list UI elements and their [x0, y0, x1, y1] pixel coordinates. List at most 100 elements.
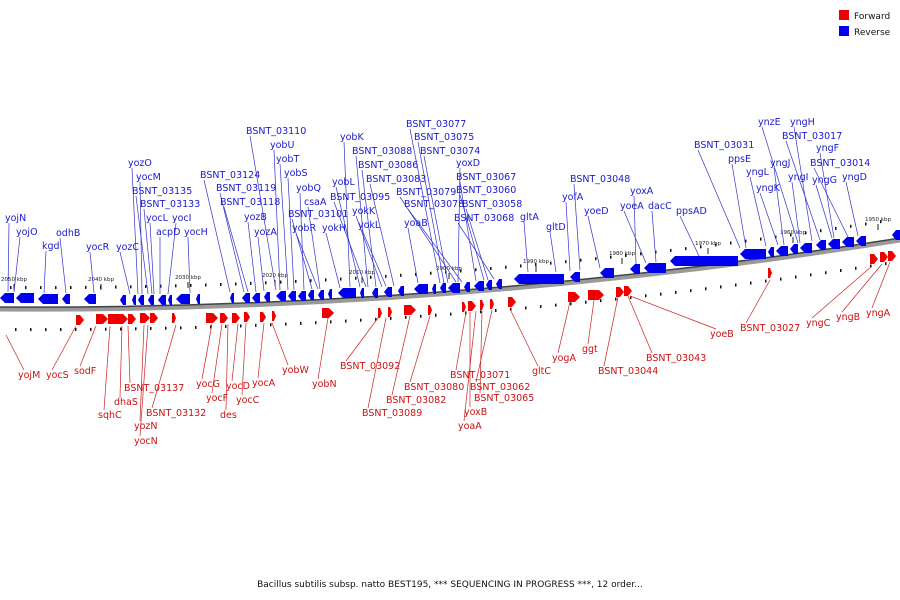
gene-arrow[interactable] — [206, 313, 218, 323]
gene-label-reverse[interactable]: yobL — [332, 177, 355, 188]
gene-label-forward[interactable]: BSNT_03062 — [470, 382, 530, 393]
gene-label-reverse[interactable]: yocM — [136, 172, 161, 183]
gene-label-reverse[interactable]: yozO — [128, 158, 152, 169]
gene-label-forward[interactable]: yngC — [806, 318, 831, 329]
gene-arrow[interactable] — [892, 230, 900, 240]
gene-arrow[interactable] — [272, 311, 276, 321]
gene-label-forward[interactable]: BSNT_03082 — [386, 395, 446, 406]
gene-arrow[interactable] — [404, 305, 416, 315]
gene-arrow[interactable] — [398, 286, 404, 296]
gene-label-reverse[interactable]: yocI — [172, 213, 191, 224]
gene-label-forward[interactable]: BSNT_03080 — [404, 382, 464, 393]
gene-label-forward[interactable]: BSNT_03137 — [124, 383, 184, 394]
gene-label-reverse[interactable]: BSNT_03101 — [288, 209, 348, 220]
gene-label-forward[interactable]: yogA — [552, 353, 576, 364]
gene-label-reverse[interactable]: BSNT_03077 — [406, 119, 466, 130]
gene-label-reverse[interactable]: BSNT_03095 — [330, 192, 390, 203]
gene-label-forward[interactable]: BSNT_03043 — [646, 353, 706, 364]
gene-label-forward[interactable]: yojM — [18, 370, 40, 381]
gene-label-reverse[interactable]: yoeA — [620, 201, 644, 212]
gene-arrow[interactable] — [322, 308, 334, 318]
gene-label-reverse[interactable]: BSNT_03014 — [810, 158, 870, 169]
gene-label-forward[interactable]: yngB — [836, 312, 860, 323]
gene-label-forward[interactable]: yozN — [134, 421, 158, 432]
gene-label-reverse[interactable]: yngD — [842, 172, 867, 183]
gene-label-reverse[interactable]: yoeD — [584, 206, 609, 217]
gene-label-forward[interactable]: yngA — [866, 308, 891, 319]
gene-label-reverse[interactable]: yokH — [322, 223, 346, 234]
gene-arrow[interactable] — [624, 286, 632, 296]
gene-arrow[interactable] — [288, 291, 296, 301]
gene-arrow[interactable] — [338, 288, 356, 298]
gene-label-forward[interactable]: sqhC — [98, 410, 122, 421]
gene-label-forward[interactable]: sodF — [74, 366, 96, 377]
gene-arrow[interactable] — [172, 313, 176, 323]
gene-arrow[interactable] — [600, 268, 614, 278]
gene-label-reverse[interactable]: ppsE — [728, 154, 751, 165]
gene-label-reverse[interactable]: yocH — [184, 227, 208, 238]
gene-arrow[interactable] — [360, 288, 364, 298]
gene-arrow[interactable] — [298, 291, 306, 301]
gene-label-reverse[interactable]: yofA — [562, 192, 584, 203]
gene-label-reverse[interactable]: BSNT_03058 — [462, 199, 522, 210]
gene-label-forward[interactable]: BSNT_03092 — [340, 361, 400, 372]
gene-label-reverse[interactable]: kgd — [42, 241, 60, 252]
gene-arrow[interactable] — [158, 295, 166, 305]
gene-label-reverse[interactable]: csaA — [304, 197, 327, 208]
gene-label-forward[interactable]: yoaA — [458, 421, 482, 432]
gene-label-reverse[interactable]: yoxD — [456, 158, 480, 169]
gene-label-forward[interactable]: yobW — [282, 365, 309, 376]
gene-arrow[interactable] — [108, 314, 128, 324]
gene-arrow[interactable] — [670, 256, 738, 266]
gene-label-reverse[interactable]: yobK — [340, 132, 364, 143]
gene-label-reverse[interactable]: yngI — [788, 172, 808, 183]
gene-label-forward[interactable]: yoxB — [464, 407, 487, 418]
gene-label-reverse[interactable]: BSNT_03067 — [456, 172, 516, 183]
gene-arrow[interactable] — [232, 313, 240, 323]
gene-arrow[interactable] — [62, 294, 70, 304]
gene-label-reverse[interactable]: BSNT_03088 — [352, 146, 412, 157]
gene-label-reverse[interactable]: gltA — [520, 212, 539, 223]
gene-label-reverse[interactable]: yngK — [756, 183, 781, 194]
gene-arrow[interactable] — [328, 289, 332, 299]
gene-label-reverse[interactable]: yojN — [5, 213, 26, 224]
gene-arrow[interactable] — [276, 291, 286, 301]
gene-arrow[interactable] — [588, 290, 604, 300]
gene-label-forward[interactable]: dhaS — [114, 397, 138, 408]
gene-arrow[interactable] — [414, 284, 428, 294]
gene-label-reverse[interactable]: BSNT_03060 — [456, 185, 516, 196]
gene-label-reverse[interactable]: yoxA — [630, 186, 654, 197]
gene-arrow[interactable] — [468, 301, 476, 311]
gene-label-forward[interactable]: yocS — [46, 370, 69, 381]
gene-label-reverse[interactable]: dacC — [648, 201, 672, 212]
gene-label-reverse[interactable]: BSNT_03119 — [216, 183, 276, 194]
gene-label-reverse[interactable]: yokL — [358, 220, 381, 231]
gene-label-reverse[interactable]: odhB — [56, 228, 80, 239]
gene-label-reverse[interactable]: BSNT_03074 — [420, 146, 480, 157]
gene-label-forward[interactable]: yobN — [312, 379, 337, 390]
gene-arrow[interactable] — [870, 254, 878, 264]
gene-arrow[interactable] — [260, 312, 266, 322]
gene-arrow[interactable] — [132, 295, 136, 305]
gene-arrow[interactable] — [264, 292, 270, 302]
gene-arrow[interactable] — [880, 252, 888, 262]
gene-label-reverse[interactable]: yoaB — [404, 218, 428, 229]
gene-label-reverse[interactable]: yngF — [816, 143, 839, 154]
gene-label-reverse[interactable]: BSNT_03078 — [404, 199, 464, 210]
gene-label-forward[interactable]: yocA — [252, 378, 276, 389]
gene-arrow[interactable] — [740, 249, 766, 259]
gene-label-reverse[interactable]: yngH — [790, 117, 815, 128]
gene-arrow[interactable] — [480, 300, 484, 310]
gene-arrow[interactable] — [252, 293, 260, 303]
gene-arrow[interactable] — [220, 313, 228, 323]
gene-arrow[interactable] — [816, 240, 826, 250]
gene-label-reverse[interactable]: acpD — [156, 227, 180, 238]
gene-label-forward[interactable]: BSNT_03071 — [450, 370, 510, 381]
gene-arrow[interactable] — [242, 293, 250, 303]
gene-label-reverse[interactable]: BSNT_03086 — [358, 160, 418, 171]
gene-arrow[interactable] — [514, 274, 564, 284]
gene-label-forward[interactable]: BSNT_03027 — [740, 323, 800, 334]
gene-label-forward[interactable]: BSNT_03132 — [146, 408, 206, 419]
gene-label-reverse[interactable]: yobR — [292, 223, 316, 234]
gene-arrow[interactable] — [616, 287, 624, 297]
